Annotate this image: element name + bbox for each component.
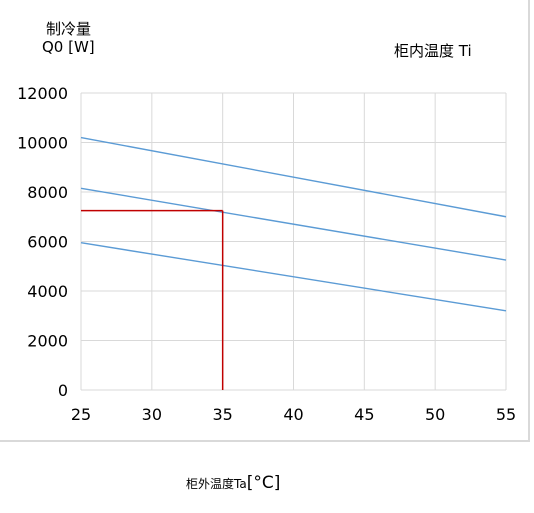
x-axis-label-unit: [°C] bbox=[246, 473, 281, 493]
series-line bbox=[80, 242, 507, 312]
x-tick-label: 40 bbox=[283, 405, 303, 424]
series-group-title: 柜内温度 Ti bbox=[394, 42, 472, 60]
x-axis-label: 柜外温度Ta[°C] bbox=[186, 473, 280, 493]
y-axis-label-unit: Q0 [W] bbox=[42, 38, 95, 56]
x-tick-label: 55 bbox=[496, 405, 516, 424]
y-tick-label: 10000 bbox=[17, 134, 68, 153]
y-tick-label: 4000 bbox=[27, 282, 68, 301]
y-axis-label-name: 制冷量 bbox=[46, 20, 92, 38]
series-line bbox=[80, 187, 507, 261]
x-tick-label: 50 bbox=[425, 405, 445, 424]
y-tick-label: 6000 bbox=[27, 233, 68, 252]
x-tick-label: 45 bbox=[354, 405, 374, 424]
y-tick-label: 0 bbox=[58, 381, 68, 400]
y-tick-label: 2000 bbox=[27, 332, 68, 351]
x-tick-label: 35 bbox=[212, 405, 232, 424]
chart-frame bbox=[0, 0, 530, 442]
y-tick-label: 12000 bbox=[17, 84, 68, 103]
x-tick-label: 25 bbox=[71, 405, 91, 424]
series-line bbox=[80, 136, 507, 218]
y-tick-label: 8000 bbox=[27, 183, 68, 202]
x-tick-label: 30 bbox=[142, 405, 162, 424]
x-axis-label-name: 柜外温度Ta bbox=[186, 477, 247, 491]
